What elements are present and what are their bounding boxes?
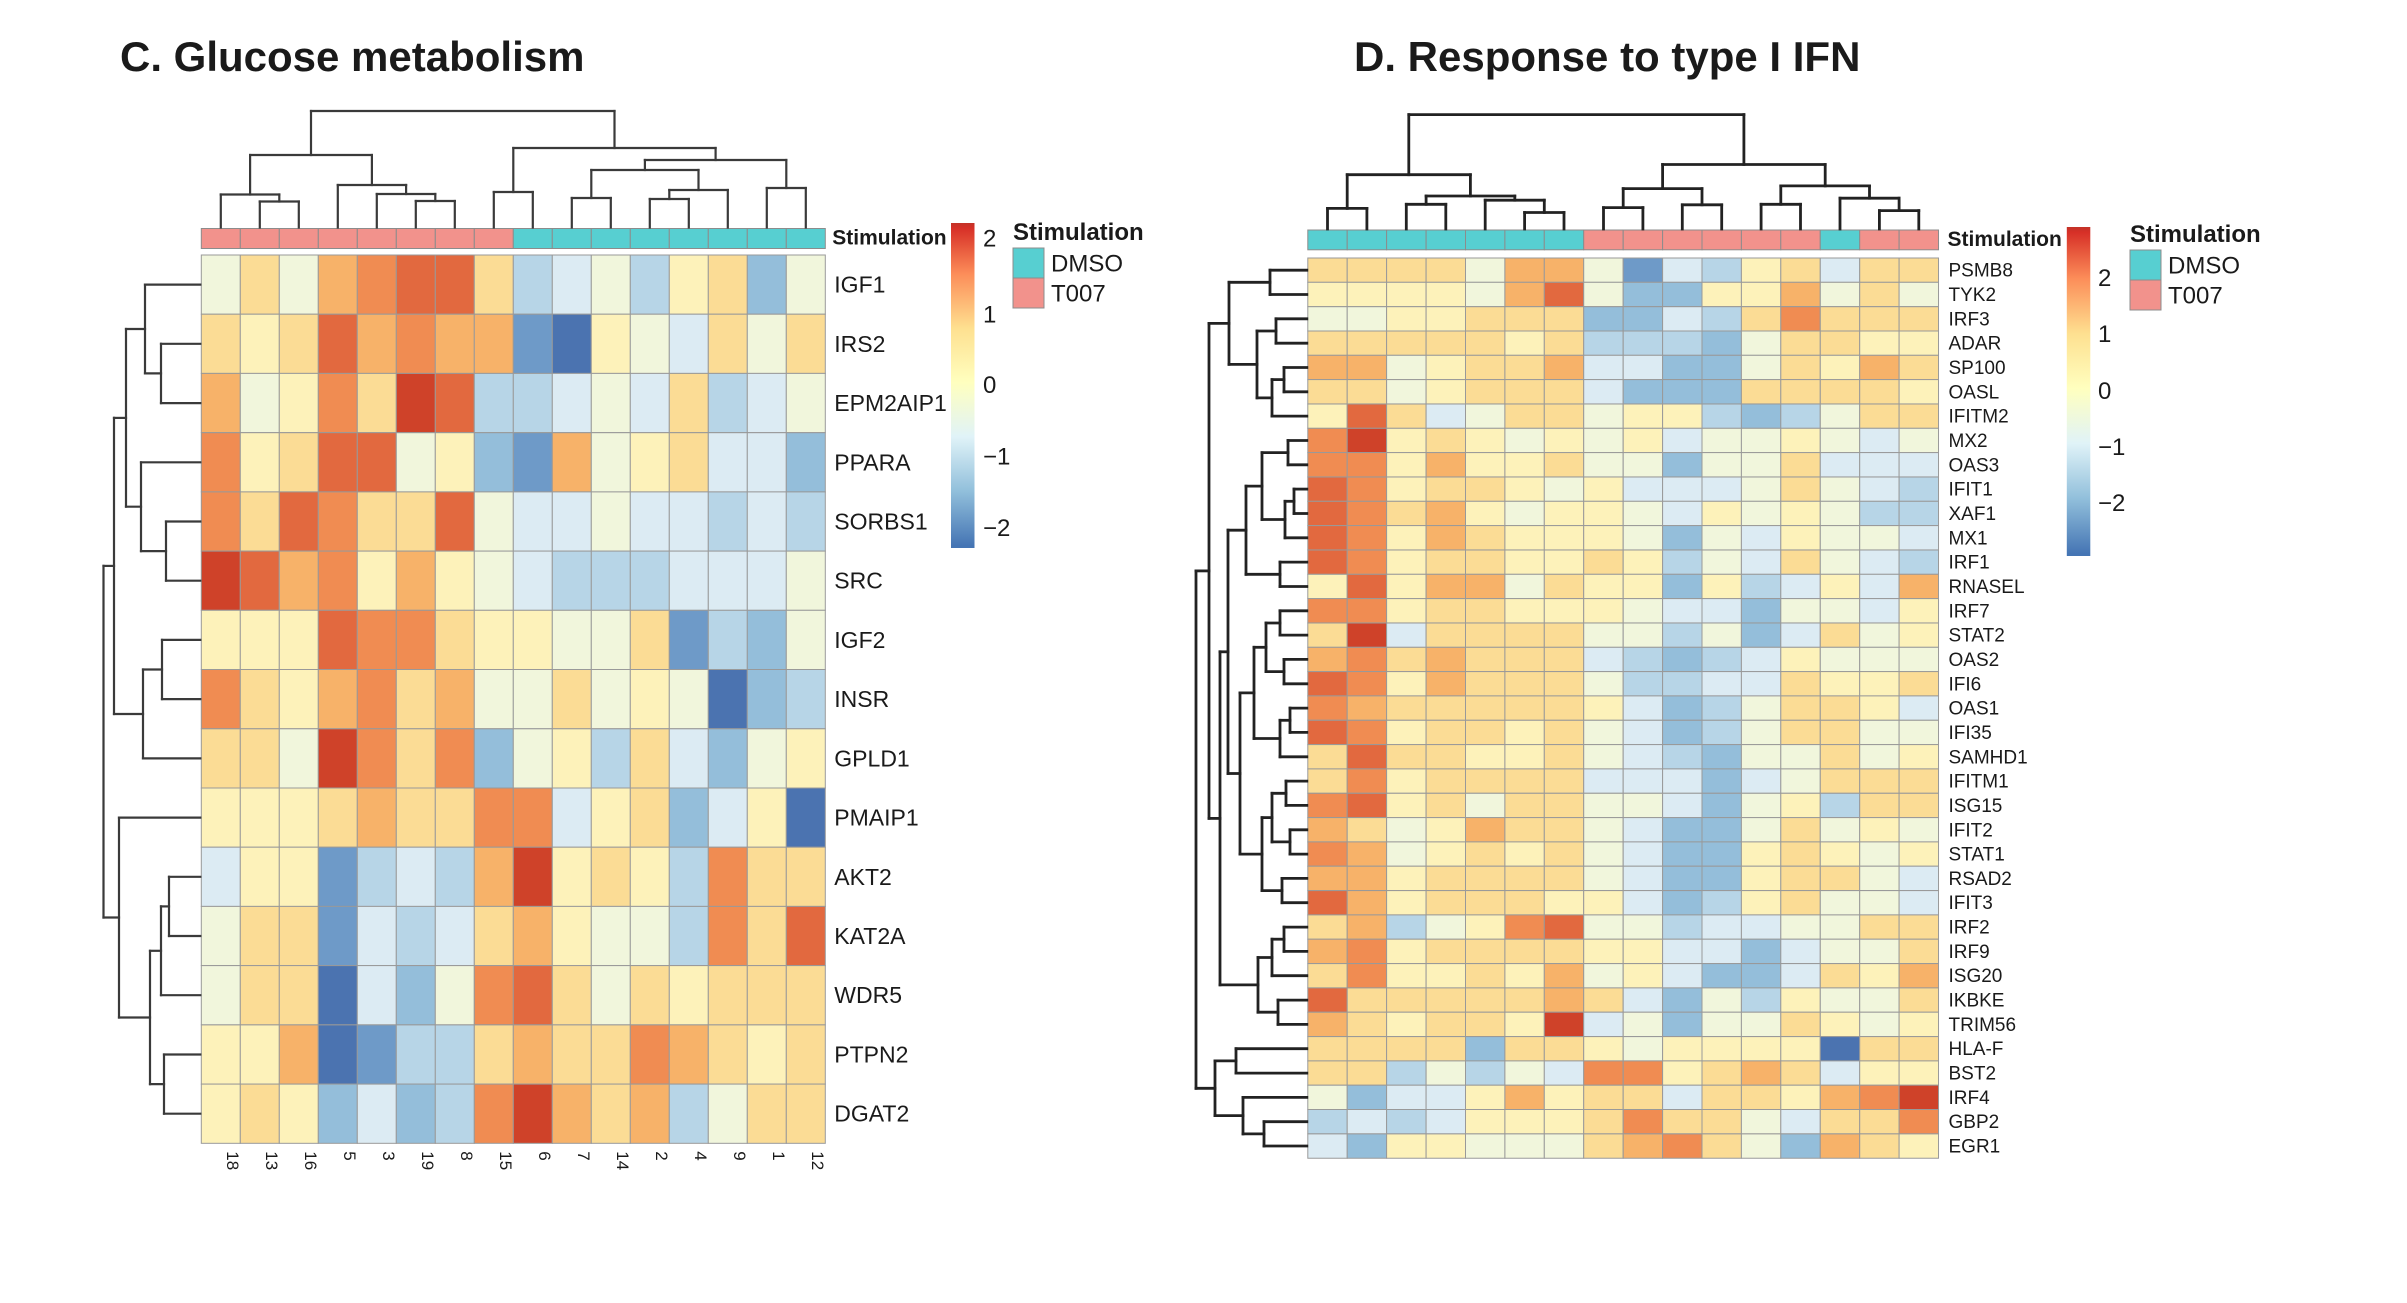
svg-text:IFITM1: IFITM1 <box>1949 772 2009 793</box>
svg-text:SAMHD1: SAMHD1 <box>1949 747 2028 768</box>
svg-text:6: 6 <box>535 1151 554 1160</box>
svg-text:IRF7: IRF7 <box>1949 601 1990 622</box>
svg-text:PPARA: PPARA <box>834 449 911 475</box>
svg-text:1: 1 <box>2098 321 2111 348</box>
svg-text:RNASEL: RNASEL <box>1949 577 2025 598</box>
svg-text:PTPN2: PTPN2 <box>834 1042 908 1068</box>
svg-text:5: 5 <box>340 1151 359 1160</box>
svg-text:IFITM2: IFITM2 <box>1949 407 2009 428</box>
svg-text:C. Glucose metabolism: C. Glucose metabolism <box>120 33 584 80</box>
svg-text:EGR1: EGR1 <box>1949 1137 2001 1158</box>
svg-text:IFI6: IFI6 <box>1949 674 1982 695</box>
svg-text:KAT2A: KAT2A <box>834 923 906 949</box>
svg-text:BST2: BST2 <box>1949 1064 1997 1085</box>
svg-text:SORBS1: SORBS1 <box>834 509 927 535</box>
svg-text:ISG20: ISG20 <box>1949 966 2003 987</box>
svg-text:D. Response to type I IFN: D. Response to type I IFN <box>1354 33 1860 80</box>
svg-text:2: 2 <box>983 225 996 252</box>
svg-text:0: 0 <box>2098 378 2111 405</box>
svg-text:DGAT2: DGAT2 <box>834 1101 909 1127</box>
svg-text:AKT2: AKT2 <box>834 864 892 890</box>
svg-text:9: 9 <box>730 1151 749 1160</box>
svg-text:IFIT1: IFIT1 <box>1949 480 1993 501</box>
svg-text:PSMB8: PSMB8 <box>1949 261 2013 282</box>
svg-text:RSAD2: RSAD2 <box>1949 869 2012 890</box>
svg-text:T007: T007 <box>2168 283 2223 310</box>
svg-text:STAT2: STAT2 <box>1949 626 2005 647</box>
svg-text:14: 14 <box>613 1151 632 1170</box>
svg-text:OAS3: OAS3 <box>1949 455 2000 476</box>
svg-text:−2: −2 <box>2098 490 2125 517</box>
svg-text:INSR: INSR <box>834 686 889 712</box>
svg-text:GBP2: GBP2 <box>1949 1112 2000 1133</box>
svg-text:IRF1: IRF1 <box>1949 553 1990 574</box>
svg-text:PMAIP1: PMAIP1 <box>834 805 918 831</box>
svg-text:STAT1: STAT1 <box>1949 845 2005 866</box>
svg-text:IGF2: IGF2 <box>834 627 885 653</box>
svg-text:MX2: MX2 <box>1949 431 1988 452</box>
svg-text:IKBKE: IKBKE <box>1949 991 2005 1012</box>
svg-text:HLA-F: HLA-F <box>1949 1039 2004 1060</box>
svg-text:0: 0 <box>983 372 996 399</box>
svg-text:13: 13 <box>262 1151 281 1170</box>
svg-text:TYK2: TYK2 <box>1949 285 1997 306</box>
svg-text:2: 2 <box>2098 265 2111 292</box>
svg-text:2: 2 <box>652 1151 671 1160</box>
svg-text:ISG15: ISG15 <box>1949 796 2003 817</box>
svg-text:WDR5: WDR5 <box>834 982 902 1008</box>
svg-text:IRS2: IRS2 <box>834 331 885 357</box>
svg-text:Stimulation: Stimulation <box>832 227 946 250</box>
svg-text:Stimulation: Stimulation <box>1013 219 1144 246</box>
svg-text:IGF1: IGF1 <box>834 272 885 298</box>
svg-text:16: 16 <box>301 1151 320 1170</box>
svg-text:OAS2: OAS2 <box>1949 650 2000 671</box>
svg-text:IRF3: IRF3 <box>1949 309 1990 330</box>
svg-text:TRIM56: TRIM56 <box>1949 1015 2017 1036</box>
svg-text:IRF4: IRF4 <box>1949 1088 1991 1109</box>
svg-text:T007: T007 <box>1051 281 1106 308</box>
svg-text:−1: −1 <box>2098 434 2125 461</box>
svg-text:IFI35: IFI35 <box>1949 723 1992 744</box>
svg-text:ADAR: ADAR <box>1949 334 2002 355</box>
svg-text:IRF2: IRF2 <box>1949 918 1990 939</box>
svg-text:OASL: OASL <box>1949 382 2000 403</box>
svg-text:1: 1 <box>769 1151 788 1160</box>
svg-text:15: 15 <box>496 1151 515 1170</box>
svg-text:−1: −1 <box>983 443 1010 470</box>
svg-text:SRC: SRC <box>834 568 883 594</box>
svg-text:IRF9: IRF9 <box>1949 942 1990 963</box>
svg-text:SP100: SP100 <box>1949 358 2006 379</box>
svg-text:IFIT3: IFIT3 <box>1949 893 1993 914</box>
svg-text:4: 4 <box>691 1151 710 1160</box>
svg-text:−2: −2 <box>983 515 1010 542</box>
svg-text:7: 7 <box>574 1151 593 1160</box>
svg-text:DMSO: DMSO <box>2168 253 2240 280</box>
svg-text:19: 19 <box>418 1151 437 1170</box>
svg-text:3: 3 <box>379 1151 398 1160</box>
svg-text:Stimulation: Stimulation <box>1948 228 2062 251</box>
svg-text:MX1: MX1 <box>1949 528 1988 549</box>
svg-text:12: 12 <box>808 1151 827 1170</box>
svg-text:Stimulation: Stimulation <box>2130 221 2261 248</box>
svg-text:XAF1: XAF1 <box>1949 504 1997 525</box>
svg-text:GPLD1: GPLD1 <box>834 745 909 771</box>
svg-text:18: 18 <box>223 1151 242 1170</box>
svg-text:OAS1: OAS1 <box>1949 699 2000 720</box>
svg-text:EPM2AIP1: EPM2AIP1 <box>834 390 947 416</box>
svg-text:1: 1 <box>983 301 996 328</box>
svg-text:DMSO: DMSO <box>1051 251 1123 278</box>
svg-text:IFIT2: IFIT2 <box>1949 820 1993 841</box>
svg-text:8: 8 <box>457 1151 476 1160</box>
